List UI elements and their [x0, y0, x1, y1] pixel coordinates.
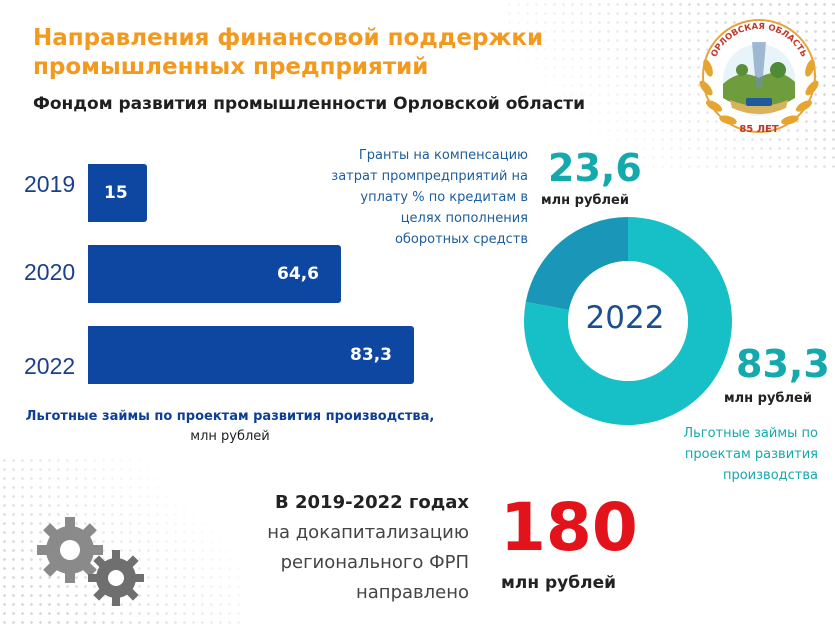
loan-unit: млн рублей	[724, 391, 812, 406]
gears-icon	[37, 517, 144, 606]
bar-year-label: 2019	[24, 171, 76, 197]
bar-value-label: 15	[104, 183, 128, 203]
donut-chart	[524, 217, 732, 425]
total-unit: млн рублей	[501, 573, 617, 593]
total-value: 180	[500, 489, 638, 566]
donut-segment	[525, 217, 628, 311]
loan-value: 83,3	[736, 342, 830, 386]
page-title: Направления финансовой поддержки промышл…	[33, 24, 553, 82]
summary-bold: В 2019-2022 годах	[275, 492, 469, 513]
page-subtitle: Фондом развития промышленности Орловской…	[33, 94, 586, 114]
bar-caption-bold: Льготные займы по проектам развития прои…	[25, 409, 435, 424]
bar-year-label: 2020	[24, 259, 76, 285]
bar-value-label: 64,6	[277, 264, 319, 284]
title-line-1: Направления финансовой поддержки	[33, 25, 544, 51]
grant-description: Гранты на компенсацию затрат промпредпри…	[331, 148, 528, 247]
bar	[88, 245, 341, 303]
bar	[88, 164, 147, 222]
summary-rest: на докапитализацию регионального ФРП нап…	[267, 522, 469, 603]
donut-center-year: 2022	[585, 300, 665, 336]
grant-value: 23,6	[548, 146, 642, 190]
summary-text: В 2019-2022 годах на докапитализацию рег…	[255, 488, 469, 608]
bar-year-label: 2022	[24, 353, 76, 379]
title-line-2: промышленных предприятий	[33, 54, 429, 80]
bar-value-label: 83,3	[350, 345, 392, 365]
donut-hole	[568, 261, 688, 381]
emblem-logo: ОРЛОВСКАЯ ОБЛАСТЬ 85 ЛЕТ	[699, 19, 819, 135]
donut-segment	[524, 217, 732, 425]
loan-description: Льготные займы по проектам развития прои…	[683, 426, 818, 483]
bar	[88, 326, 414, 384]
emblem-bottom-text: 85 ЛЕТ	[739, 124, 779, 135]
bar-caption-unit: млн рублей	[190, 429, 270, 444]
bar-chart-caption: Льготные займы по проектам развития прои…	[15, 407, 445, 447]
grant-unit: млн рублей	[541, 193, 629, 208]
